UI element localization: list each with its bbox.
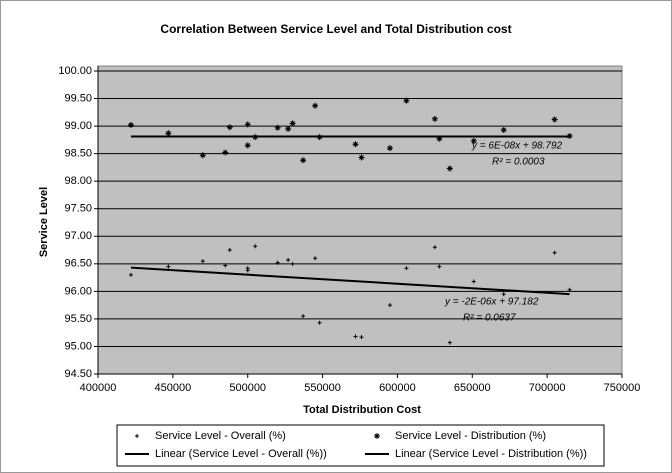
y-tick-label: 97.50 [64, 203, 92, 215]
y-axis-label: Service Level [38, 187, 50, 257]
data-point [566, 133, 573, 140]
y-tick-label: 99.50 [64, 92, 92, 104]
y-tick-label: 100.00 [58, 65, 92, 77]
data-point [275, 260, 280, 265]
data-point [470, 137, 477, 144]
y-tick-label: 95.00 [64, 340, 92, 352]
data-point [501, 292, 506, 297]
data-point [244, 142, 251, 149]
x-tick-label: 700000 [529, 382, 566, 394]
data-point [431, 115, 438, 122]
legend-label: Linear (Service Level - Overall (%)) [155, 448, 327, 460]
data-point [286, 257, 291, 262]
data-point [127, 121, 134, 128]
data-point [432, 245, 437, 250]
data-point [199, 152, 206, 159]
data-point [552, 250, 557, 255]
data-point [227, 248, 232, 253]
x-tick-label: 600000 [379, 382, 416, 394]
data-point [500, 126, 507, 133]
data-point [128, 272, 133, 277]
legend [116, 424, 605, 467]
y-tick-label: 96.50 [64, 258, 92, 270]
data-point [301, 314, 306, 319]
y-tick-label: 96.00 [64, 285, 92, 297]
data-point [359, 335, 364, 340]
x-tick-label: 500000 [229, 382, 266, 394]
data-point [471, 279, 476, 284]
data-point [312, 102, 319, 109]
x-tick-label: 650000 [454, 382, 491, 394]
data-point [313, 256, 318, 261]
data-point [252, 134, 259, 141]
legend-label: Service Level - Distribution (%) [395, 430, 546, 442]
legend-marker [135, 434, 139, 438]
y-tick-label: 98.50 [64, 148, 92, 160]
legend-label: Service Level - Overall (%) [155, 430, 286, 442]
y-tick-label: 97.00 [64, 230, 92, 242]
y-tick-label: 94.50 [64, 368, 92, 380]
y-tick-label: 99.00 [64, 120, 92, 132]
y-tick-label: 98.00 [64, 175, 92, 187]
x-tick-label: 550000 [304, 382, 341, 394]
trendline-equation: y = -2E-06x + 97.182 [444, 297, 539, 308]
data-point [289, 120, 296, 127]
data-point [274, 124, 281, 131]
trendline [130, 266, 570, 296]
data-point [446, 165, 453, 172]
data-point [436, 135, 443, 142]
data-point [245, 268, 250, 273]
x-tick-label: 750000 [604, 382, 641, 394]
x-axis-label: Total Distribution Cost [303, 404, 421, 416]
data-point [352, 141, 359, 148]
trendline-equation: y = 6E-08x + 98.792 [471, 141, 563, 152]
data-point [447, 340, 452, 345]
data-point [353, 334, 358, 339]
data-point [166, 264, 171, 269]
data-point [223, 263, 228, 268]
data-point [386, 145, 393, 152]
data-point [387, 303, 392, 308]
data-point [222, 149, 229, 156]
x-tick-label: 450000 [154, 382, 191, 394]
data-point [437, 264, 442, 269]
data-point [200, 259, 205, 264]
y-tick-label: 95.50 [64, 313, 92, 325]
data-point [551, 116, 558, 123]
data-point [317, 320, 322, 325]
trendline-equation: R² = 0.0003 [492, 157, 545, 168]
data-point [244, 121, 251, 128]
data-point [358, 154, 365, 161]
legend-label: Linear (Service Level - Distribution (%)… [395, 448, 587, 460]
legend-marker [374, 433, 380, 439]
data-point [300, 157, 307, 164]
data-point [403, 97, 410, 104]
data-point [404, 266, 409, 271]
data-point [567, 287, 572, 292]
plot-area [97, 65, 623, 375]
data-point [290, 261, 295, 266]
data-point [285, 125, 292, 132]
x-tick-label: 400000 [80, 382, 117, 394]
data-point [165, 130, 172, 137]
data-point [316, 134, 323, 141]
trendline-equation: R² = 0.0637 [463, 313, 516, 324]
data-point [226, 124, 233, 131]
data-point [253, 244, 258, 249]
chart-title: Correlation Between Service Level and To… [160, 22, 511, 36]
